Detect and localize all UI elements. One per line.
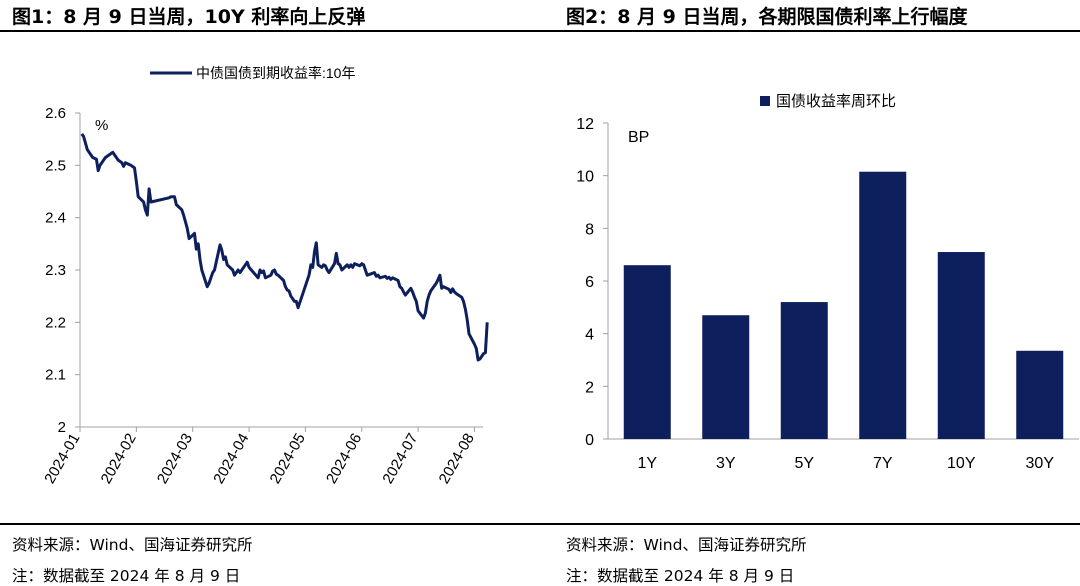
line-y-tick-label: 2.3: [45, 262, 66, 279]
line-x-tick-label: 2024-05: [267, 431, 309, 487]
legend-label-line: 中债国债到期收益率:10年: [196, 65, 355, 81]
figure-2-title: 图2：8 月 9 日当周，各期限国债利率上行幅度: [566, 6, 968, 28]
line-x-tick-label: 2024-07: [379, 431, 421, 487]
figure-1-source: 资料来源：Wind、国海证券研究所: [12, 536, 253, 554]
line-x-tick-label: 2024-02: [98, 431, 140, 487]
line-chart-x-tick-labels: 2024-01 2024-02 2024-03 2024-04 2024-05 2024-…: [41, 431, 478, 487]
line-chart-unit-label: %: [95, 117, 108, 134]
bar-chart-x-tick-labels: 1Y 3Y 5Y 7Y 10Y 30Y: [637, 455, 1054, 472]
bar-30Y: [1016, 350, 1064, 439]
line-y-tick-label: 2.1: [45, 367, 66, 384]
bar-y-tick-label: 2: [585, 379, 594, 396]
bar-10Y: [937, 252, 985, 439]
bar-x-tick-label: 3Y: [716, 455, 736, 472]
legend-label-bar: 国债收益率周环比: [776, 93, 896, 110]
figure-1-title: 图1：8 月 9 日当周，10Y 利率向上反弹: [12, 6, 366, 28]
line-x-tick-label: 2024-06: [323, 431, 365, 487]
line-chart-series: [80, 133, 489, 362]
line-x-tick-label: 2024-01: [41, 431, 83, 487]
bar-chart-bars: [623, 171, 1064, 439]
bar-7Y: [859, 171, 907, 439]
line-y-tick-label: 2.5: [45, 157, 66, 174]
legend-swatch-bar: [760, 96, 770, 106]
series-line-10y: [80, 133, 489, 362]
line-chart: 22.12.22.32.42.52.6 2024-01 2024-02 2024-0…: [41, 65, 489, 487]
bar-x-tick-label: 5Y: [794, 455, 814, 472]
line-chart-y-tick-labels: 2 2.1 2.2 2.3 2.4 2.5 2.6: [45, 105, 66, 436]
bar-y-tick-label: 10: [576, 169, 594, 186]
bar-y-tick-label: 0: [585, 432, 594, 449]
source-rule: [0, 523, 1080, 525]
bar-1Y: [623, 265, 671, 439]
bar-chart-legend: 国债收益率周环比: [760, 93, 896, 110]
bar-chart-unit-label: BP: [628, 129, 649, 146]
bar-chart: 0 2 4 6 8 10 12 1Y 3Y 5Y 7Y 10Y 30Y 国债收益率周环比 BP: [576, 93, 1079, 472]
bar-x-tick-label: 30Y: [1026, 455, 1055, 472]
bar-5Y: [780, 302, 828, 439]
bar-chart-axes: [603, 122, 1079, 440]
bar-3Y: [702, 315, 750, 439]
figure-1-note: 注：数据截至 2024 年 8 月 9 日: [12, 567, 241, 585]
bar-x-tick-label: 1Y: [637, 455, 657, 472]
line-y-tick-label: 2: [58, 419, 66, 436]
line-y-tick-label: 2.2: [45, 314, 66, 331]
figure-2-note: 注：数据截至 2024 年 8 月 9 日: [566, 567, 795, 585]
bar-y-tick-label: 8: [585, 221, 594, 238]
bar-y-tick-label: 4: [585, 327, 594, 344]
line-chart-axes: [75, 112, 483, 432]
bar-x-tick-label: 10Y: [947, 455, 976, 472]
line-y-tick-label: 2.4: [45, 210, 66, 227]
bar-x-tick-label: 7Y: [873, 455, 893, 472]
figure-2-source: 资料来源：Wind、国海证券研究所: [566, 536, 807, 554]
line-chart-legend: 中债国债到期收益率:10年: [150, 65, 355, 81]
bar-chart-y-tick-labels: 0 2 4 6 8 10 12: [576, 116, 594, 449]
bar-y-tick-label: 6: [585, 274, 594, 291]
title-rule: [0, 30, 1080, 32]
line-x-tick-label: 2024-08: [436, 431, 478, 487]
line-x-tick-label: 2024-04: [210, 431, 252, 487]
bar-y-tick-label: 12: [576, 116, 594, 133]
line-y-tick-label: 2.6: [45, 105, 66, 122]
line-x-tick-label: 2024-03: [154, 431, 196, 487]
